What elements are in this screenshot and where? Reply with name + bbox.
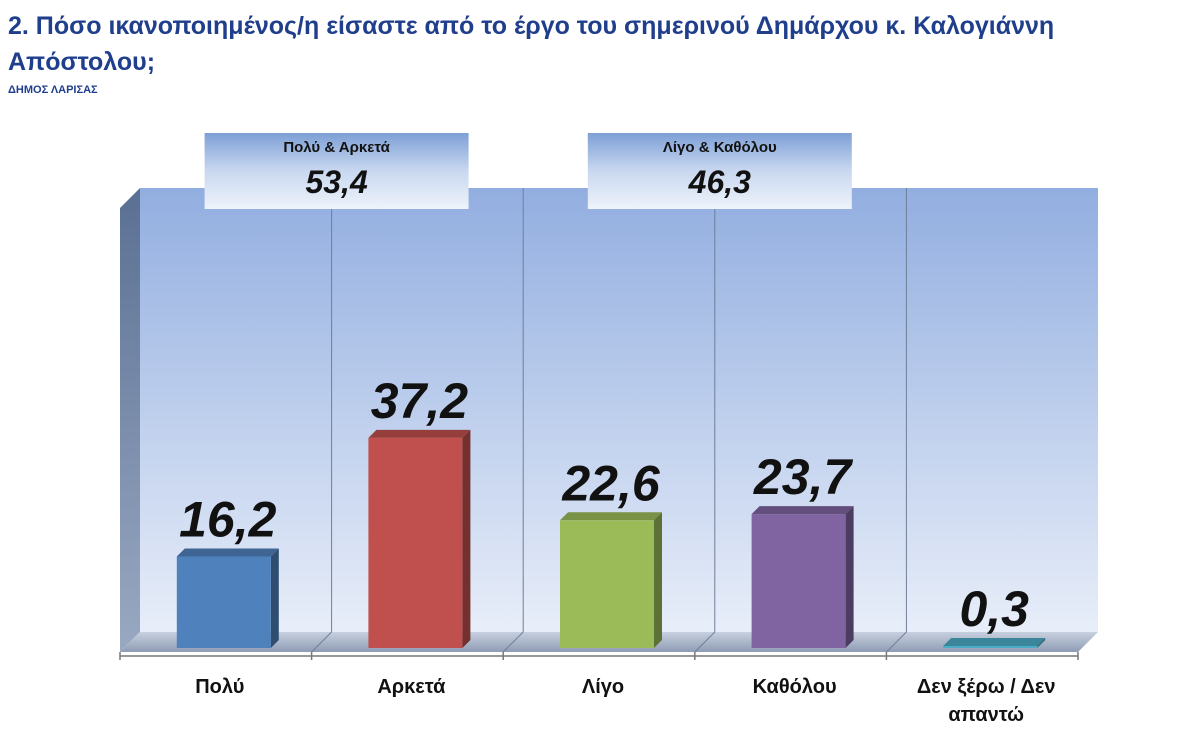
category-label: Καθόλου: [752, 676, 837, 698]
bar-front: [751, 514, 846, 648]
annotation-background: [204, 133, 469, 209]
bar: [560, 512, 662, 648]
gridline-floor: [694, 631, 716, 653]
bar-side: [845, 506, 854, 648]
bar-top: [751, 506, 854, 515]
category-label: Αρκετά: [377, 676, 446, 698]
value-label: 0,3: [959, 581, 1029, 637]
category-label: Πολύ: [195, 676, 245, 698]
bar-side: [1037, 638, 1046, 648]
bar-front: [368, 437, 463, 648]
annotation-label: Πολύ & Αρκετά: [283, 139, 390, 156]
bar-top: [943, 638, 1046, 646]
value-label: 22,6: [561, 455, 661, 511]
chart-side-wall: [120, 188, 140, 652]
bar-top: [560, 512, 662, 521]
bar-front: [176, 556, 271, 648]
annotation-boxes: Πολύ & Αρκετά 53,4 Λίγο & Καθόλου 46,3: [204, 133, 852, 209]
annotation-value: 53,4: [305, 164, 367, 200]
bar-front: [943, 646, 1038, 648]
bar-top: [176, 548, 279, 557]
annotation-background: [587, 133, 852, 209]
category-ticks: [119, 652, 1079, 660]
annotation-label: Λίγο & Καθόλου: [663, 139, 777, 156]
bar: [368, 429, 471, 648]
bar-top: [368, 429, 471, 438]
gridline-floor: [311, 631, 332, 653]
bar-front: [560, 520, 654, 648]
value-label: 23,7: [753, 449, 854, 505]
annotation-box: Πολύ & Αρκετά 53,4: [204, 133, 469, 209]
category-label: Δεν ξέρω / Δεν απαντώ: [916, 676, 1056, 726]
chart-subtitle: ΔΗΜΟΣ ΛΑΡΙΣΑΣ: [8, 84, 98, 96]
annotation-box: Λίγο & Καθόλου 46,3: [587, 133, 852, 209]
chart-title: 2. Πόσο ικανοποιημένος/η είσαστε από το …: [8, 12, 1055, 76]
bar-side: [270, 548, 279, 648]
bars: [176, 429, 1046, 648]
bar: [176, 548, 279, 648]
value-label: 16,2: [179, 491, 277, 547]
category-gridlines: [311, 188, 907, 653]
bar: [943, 638, 1046, 648]
gridline-floor: [502, 631, 524, 653]
annotation-value: 46,3: [688, 164, 751, 200]
bar: [751, 506, 854, 648]
bar-side: [462, 429, 471, 648]
gridline-floor: [886, 631, 907, 653]
value-label: 37,2: [371, 373, 469, 429]
value-labels: 16,2 37,2 22,6 23,7 0,3: [179, 373, 1029, 637]
bar-side: [654, 512, 662, 648]
category-label: Λίγο: [581, 676, 625, 698]
